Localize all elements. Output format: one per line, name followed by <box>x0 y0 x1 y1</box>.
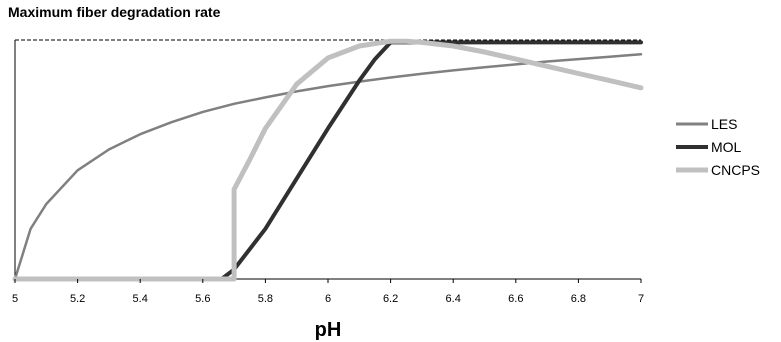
series-layer <box>12 38 644 282</box>
x-tick-label: 5.6 <box>195 293 210 305</box>
series-line-cncps <box>12 38 644 282</box>
chart-axes <box>14 39 641 280</box>
legend-label-cncps: CNCPS <box>711 162 760 178</box>
x-tick-label: 6.6 <box>508 293 523 305</box>
x-tick-label: 7 <box>638 293 644 305</box>
x-tick-label: 6.8 <box>571 293 586 305</box>
legend-label-mol: MOL <box>711 139 742 155</box>
x-tick-label: 5.2 <box>70 293 85 305</box>
x-tick-label: 5 <box>12 293 18 305</box>
series-line-mol <box>13 40 643 281</box>
x-tick-label: 6 <box>325 293 331 305</box>
x-tick-label: 6.4 <box>446 293 461 305</box>
x-tick-label: 6.2 <box>383 293 398 305</box>
x-tick-labels: 5 5.2 5.4 5.6 5.8 6 6.2 6.4 6.6 6.8 7 <box>12 279 644 305</box>
chart-title: Maximum fiber degradation rate <box>8 4 221 20</box>
legend: LES MOL CNCPS <box>676 116 760 178</box>
x-tick-label: 5.4 <box>133 293 148 305</box>
series-line-les <box>13 53 643 281</box>
x-tick-label: 5.8 <box>258 293 273 305</box>
x-axis-label: pH <box>315 319 342 341</box>
legend-label-les: LES <box>711 116 737 132</box>
